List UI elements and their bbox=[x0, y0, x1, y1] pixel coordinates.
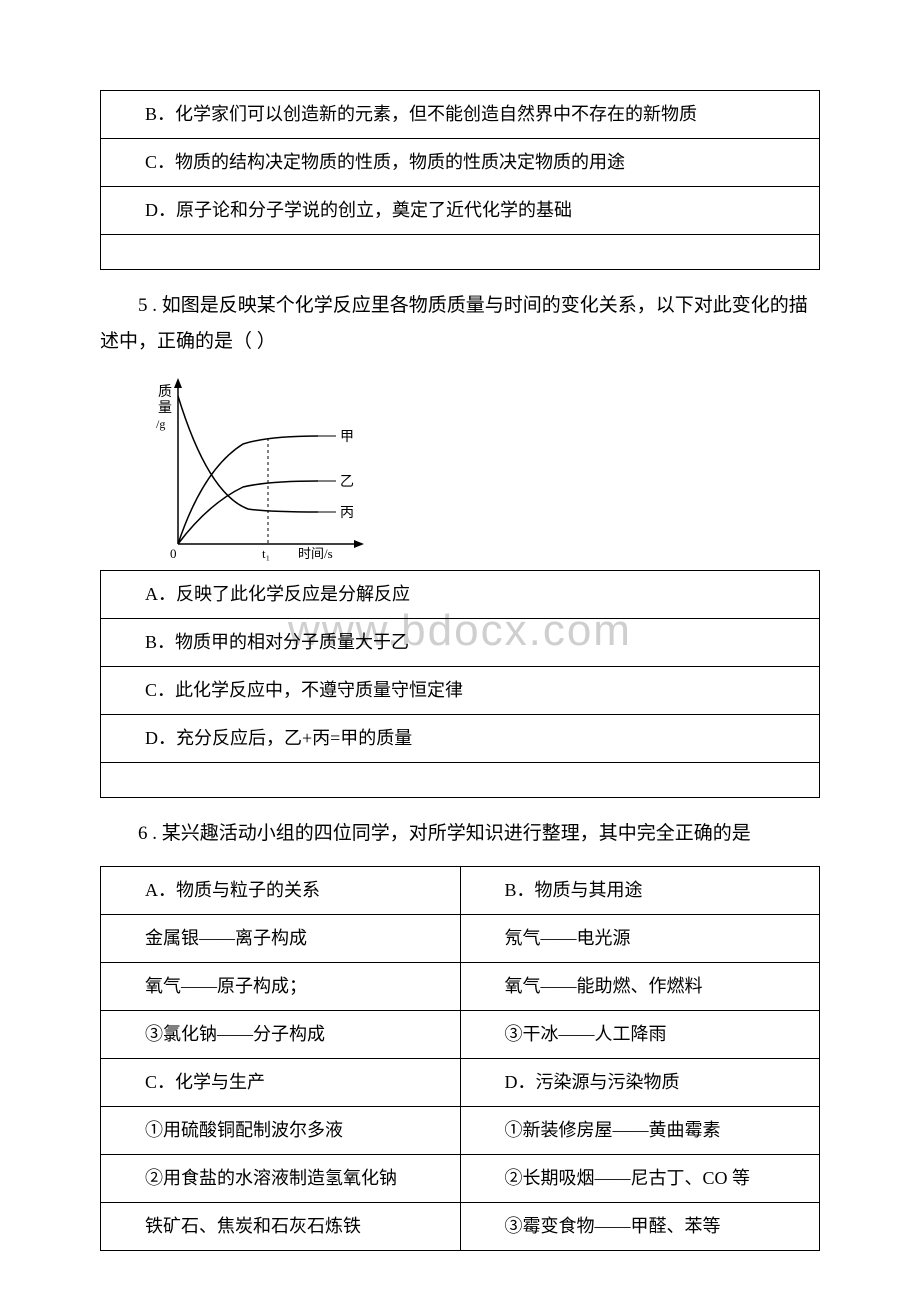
q6-C-r1: ①用硫酸铜配制波尔多液 bbox=[109, 1117, 452, 1144]
q5-stem: 5 . 如图是反映某个化学反应里各物质质量与时间的变化关系，以下对此变化的描述中… bbox=[100, 288, 820, 360]
y-unit: /g bbox=[156, 417, 165, 431]
label-jia: 甲 bbox=[340, 430, 354, 445]
q6-D-r3: ③霉变食物——甲醛、苯等 bbox=[469, 1213, 812, 1240]
q6-A-r1: 金属银——离子构成 bbox=[109, 925, 452, 952]
q6-C-r3: 铁矿石、焦炭和石灰石炼铁 bbox=[109, 1213, 452, 1240]
q6-C-r2: ②用食盐的水溶液制造氢氧化钠 bbox=[109, 1165, 452, 1192]
q5-options-table: A．反映了此化学反应是分解反应 B．物质甲的相对分子质量大于乙 C．此化学反应中… bbox=[100, 570, 820, 798]
q5-option-c: C．此化学反应中，不遵守质量守恒定律 bbox=[109, 677, 811, 704]
q5-option-b: B．物质甲的相对分子质量大于乙 bbox=[109, 629, 811, 656]
q6-B-head: B．物质与其用途 bbox=[469, 877, 812, 904]
q4-option-c: C．物质的结构决定物质的性质，物质的性质决定物质的用途 bbox=[109, 149, 811, 176]
x-label: 时间/s bbox=[298, 546, 333, 561]
q6-A-r3: ③氯化钠——分子构成 bbox=[109, 1021, 452, 1048]
y-label-1: 质 bbox=[158, 384, 172, 400]
chart-svg: 质 量 /g 0 t₁ 时间/s bbox=[148, 374, 388, 564]
q6-C-head: C．化学与生产 bbox=[109, 1069, 452, 1096]
q5-chart: 质 量 /g 0 t₁ 时间/s bbox=[148, 374, 820, 564]
q4-option-d: D．原子论和分子学说的创立，奠定了近代化学的基础 bbox=[109, 197, 811, 224]
chart-t1: t₁ bbox=[262, 546, 270, 561]
q5-option-a: A．反映了此化学反应是分解反应 bbox=[109, 581, 811, 608]
q6-D-head: D．污染源与污染物质 bbox=[469, 1069, 812, 1096]
q6-D-r2: ②长期吸烟——尼古丁、CO 等 bbox=[469, 1165, 812, 1192]
y-label-2: 量 bbox=[158, 400, 172, 416]
q6-B-r2: 氧气——能助燃、作燃料 bbox=[469, 973, 812, 1000]
q6-stem: 6 . 某兴趣活动小组的四位同学，对所学知识进行整理，其中完全正确的是 bbox=[100, 816, 820, 852]
q6-B-r1: 氖气——电光源 bbox=[469, 925, 812, 952]
q6-A-head: A．物质与粒子的关系 bbox=[109, 877, 452, 904]
chart-origin: 0 bbox=[170, 546, 177, 561]
q5-option-d: D．充分反应后，乙+丙=甲的质量 bbox=[109, 725, 811, 752]
q6-B-r3: ③干冰——人工降雨 bbox=[469, 1021, 812, 1048]
q6-D-r1: ①新装修房屋——黄曲霉素 bbox=[469, 1117, 812, 1144]
q4-options-table: B．化学家们可以创造新的元素，但不能创造自然界中不存在的新物质 C．物质的结构决… bbox=[100, 90, 820, 270]
q4-option-b: B．化学家们可以创造新的元素，但不能创造自然界中不存在的新物质 bbox=[109, 101, 811, 128]
q6-table: A．物质与粒子的关系 B．物质与其用途 金属银——离子构成 氖气——电光源 氧气… bbox=[100, 866, 820, 1251]
q6-A-r2: 氧气——原子构成； bbox=[109, 973, 452, 1000]
label-bing: 丙 bbox=[340, 506, 354, 521]
label-yi: 乙 bbox=[340, 474, 354, 490]
